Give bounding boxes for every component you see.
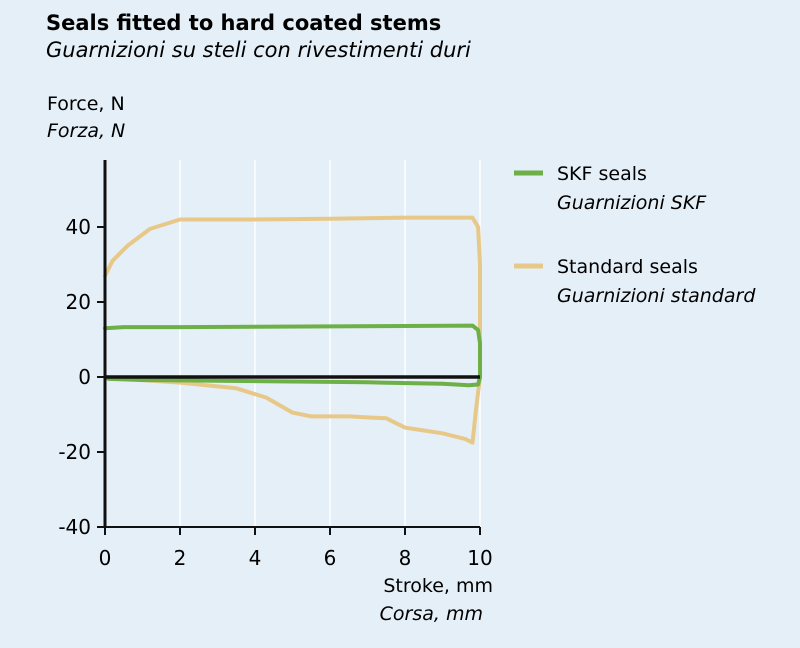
legend: SKF seals Guarnizioni SKF Standard seals… [514,163,756,307]
legend-label-skf: SKF seals [557,163,647,185]
x-tick-label-0: 0 [99,546,112,570]
axes [97,160,481,535]
x-axis-label: Stroke, mm [383,575,493,597]
vertical-gridlines [179,160,481,527]
series-standard-upper-line [103,215,482,379]
y-axis-label-italian: Forza, N [47,120,125,142]
x-tick-label-6: 6 [324,546,337,570]
legend-label-skf-italian: Guarnizioni SKF [557,192,707,214]
x-axis-label-italian: Corsa, mm [380,603,483,625]
y-tick-label-20: 20 [66,290,91,314]
x-tick-label-2: 2 [174,546,187,570]
series-skf-lower-line [103,375,482,388]
series-layer [103,215,482,445]
y-tick-label--20: -20 [58,440,91,464]
y-axis-label: Force, N [47,93,125,115]
tick-labels: 40 20 0 -20 -40 0 2 4 6 8 10 [58,215,492,570]
y-tick-label-0: 0 [78,365,91,389]
y-tick-label--40: -40 [58,515,91,539]
x-tick-label-8: 8 [399,546,412,570]
legend-label-standard: Standard seals [557,256,698,278]
series-standard-lower-line [103,375,482,445]
x-tick-label-4: 4 [249,546,262,570]
series-skf-upper-line [103,323,482,379]
chart-subtitle: Guarnizioni su steli con rivestimenti du… [46,38,471,62]
y-tick-label-40: 40 [66,215,91,239]
legend-label-standard-italian: Guarnizioni standard [557,285,756,307]
chart-title: Seals fitted to hard coated stems [46,11,441,35]
x-tick-label-10: 10 [467,546,492,570]
